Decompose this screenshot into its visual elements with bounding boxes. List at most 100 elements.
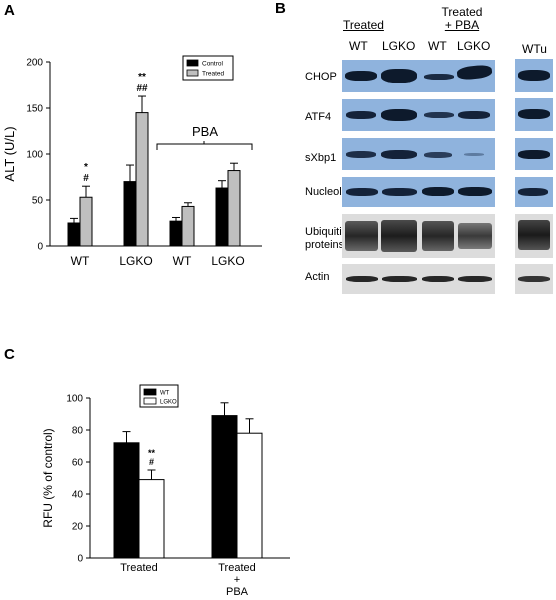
band	[381, 69, 417, 83]
blot-sxbp1	[342, 138, 495, 170]
wb-row-label-sxbp1: sXbp1	[305, 152, 337, 164]
band	[424, 152, 452, 158]
bar	[113, 442, 140, 559]
bar	[236, 432, 263, 559]
wb-lane-2: LGKO	[382, 39, 416, 53]
wb-lane-1: WT	[349, 39, 368, 53]
blot-ubiquitinated	[342, 214, 495, 258]
y-tick-label: 20	[72, 522, 84, 533]
legend-swatch	[186, 59, 199, 67]
band	[456, 64, 493, 81]
wb-lane-3: WT	[428, 39, 447, 53]
band	[381, 109, 417, 121]
band	[424, 74, 454, 80]
y-tick-label: 50	[32, 196, 44, 207]
band	[382, 276, 417, 282]
significance-mark: #	[83, 173, 89, 184]
band	[518, 276, 550, 282]
wb-header-treated-pba: Treated + PBA	[432, 6, 492, 32]
legend-label: Treated	[202, 71, 225, 78]
legend-swatch	[143, 397, 157, 405]
wb-header-treated-pba-line1: Treated	[441, 5, 483, 19]
panel-label-c: C	[4, 346, 15, 363]
wb-row-label-chop: CHOP	[305, 71, 337, 83]
bar	[123, 181, 137, 247]
x-tick-label: LGKO	[211, 254, 244, 268]
blot-ubiquitinated-wtu	[515, 214, 553, 258]
significance-mark: **	[148, 448, 156, 458]
chart-a: 0 50 100 150 200 ALT (U/L) WT LGKO WT LGKO #* ##** C…	[2, 55, 262, 268]
band	[346, 188, 378, 196]
significance-mark: **	[138, 72, 146, 83]
legend-swatch	[143, 388, 157, 396]
pba-group-label: PBA	[192, 124, 218, 139]
wb-lane-wtu: WTu	[522, 42, 547, 56]
wb-header-treated-pba-line2: + PBA	[444, 18, 480, 32]
bar	[67, 222, 81, 247]
x-tick-label: Treated	[120, 562, 158, 574]
band	[518, 220, 550, 250]
bar	[169, 220, 183, 247]
significance-mark: *	[84, 162, 88, 173]
y-tick-label: 200	[26, 58, 43, 69]
panel-label-b: B	[275, 0, 286, 17]
band	[381, 220, 417, 252]
bar	[79, 196, 93, 247]
wb-lane-4: LGKO	[457, 39, 491, 53]
y-tick-label: 100	[66, 394, 83, 405]
blot-nucleolin	[342, 177, 495, 207]
wb-row-label-atf4: ATF4	[305, 111, 332, 123]
chart-c: 0 20 40 60 80 100 RFU (% of control) Treated Tre…	[41, 384, 290, 598]
band	[346, 111, 376, 119]
x-tick-label: WT	[71, 254, 90, 268]
legend-swatch	[186, 69, 199, 77]
legend-label: WT	[160, 391, 170, 397]
legend-label: LGKO	[160, 400, 177, 406]
wb-row-label-actin: Actin	[305, 271, 330, 283]
legend-label: Control	[202, 61, 224, 68]
wb-row-label-nucleolin: Nucleolin	[305, 186, 351, 198]
band	[464, 153, 484, 156]
x-tick-label: LGKO	[119, 254, 152, 268]
y-tick-label: 60	[72, 458, 84, 469]
band	[345, 71, 377, 81]
y-tick-label: 80	[72, 426, 84, 437]
blot-chop-wtu	[515, 59, 553, 92]
significance-mark: #	[149, 457, 154, 467]
band	[381, 150, 417, 159]
band	[422, 276, 454, 282]
bar	[227, 170, 241, 247]
x-tick-label: WT	[173, 254, 192, 268]
blot-sxbp1-wtu	[515, 138, 553, 170]
bar	[135, 112, 149, 247]
y-tick-label: 0	[77, 554, 83, 565]
y-tick-label: 100	[26, 150, 43, 161]
band	[518, 150, 550, 159]
x-tick-label: Treated	[218, 562, 256, 574]
x-tick-label: PBA	[226, 586, 249, 598]
band	[458, 223, 492, 249]
band	[345, 221, 378, 251]
band	[346, 276, 378, 282]
bar	[215, 187, 229, 247]
blot-actin-wtu	[515, 264, 553, 294]
y-tick-label: 150	[26, 104, 43, 115]
band	[458, 111, 490, 119]
blot-atf4	[342, 99, 495, 131]
western-blot-panel: Treated Treated + PBA WT LGKO WT LGKO WT…	[275, 0, 556, 300]
band	[382, 188, 417, 196]
blot-chop	[342, 60, 495, 92]
band	[346, 151, 376, 158]
band	[458, 187, 492, 196]
band	[424, 112, 454, 118]
blot-atf4-wtu	[515, 98, 553, 131]
band	[422, 187, 454, 196]
band	[518, 70, 550, 81]
band	[422, 221, 454, 251]
bar	[138, 479, 165, 559]
blot-nucleolin-wtu	[515, 177, 553, 207]
band	[518, 188, 548, 196]
y-tick-label: 0	[37, 242, 43, 253]
bar	[181, 205, 195, 247]
y-axis-label: RFU (% of control)	[41, 428, 55, 527]
